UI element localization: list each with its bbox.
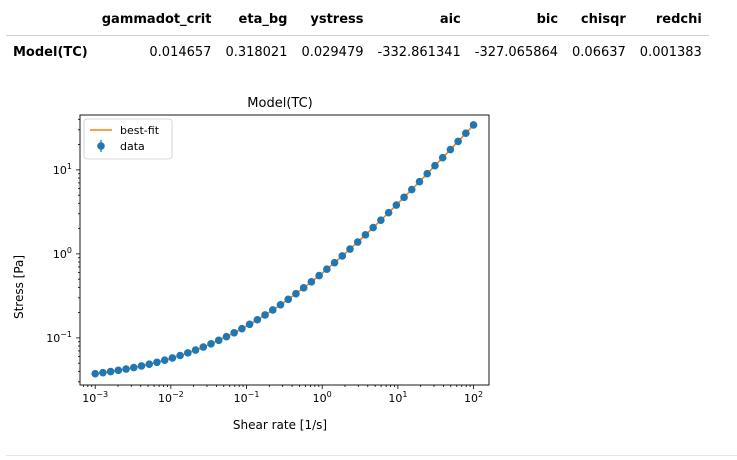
data-point bbox=[207, 339, 215, 348]
data-point bbox=[377, 216, 385, 224]
data-point bbox=[330, 258, 339, 267]
legend-label-best-fit: best-fit bbox=[120, 124, 160, 137]
data-point bbox=[299, 284, 308, 292]
data-point bbox=[361, 231, 370, 239]
data-point bbox=[145, 360, 154, 368]
data-point bbox=[222, 332, 231, 341]
data-point bbox=[122, 365, 130, 373]
row-label: Model(TC) bbox=[13, 45, 88, 60]
data-point bbox=[168, 354, 177, 362]
data-point bbox=[423, 169, 432, 178]
column-header-aic: aic bbox=[370, 8, 468, 36]
data-point bbox=[353, 238, 362, 246]
data-point bbox=[431, 161, 439, 170]
y-tick-label: 101 bbox=[53, 162, 72, 177]
data-point bbox=[454, 137, 462, 146]
data-point bbox=[292, 289, 300, 298]
data-point bbox=[214, 336, 223, 345]
data-point bbox=[184, 349, 192, 357]
data-point bbox=[106, 367, 115, 376]
data-point bbox=[369, 223, 377, 232]
data-point bbox=[338, 252, 347, 260]
table-cell: 0.318021 bbox=[225, 45, 288, 60]
data-point bbox=[253, 315, 262, 324]
data-point bbox=[199, 343, 208, 351]
data-point bbox=[137, 362, 146, 370]
data-point bbox=[230, 328, 238, 337]
column-header-bic: bic bbox=[467, 8, 566, 36]
y-tick-label: 100 bbox=[53, 246, 72, 261]
x-tick-label: 10−1 bbox=[234, 390, 260, 405]
data-point bbox=[268, 306, 277, 314]
data-point bbox=[446, 145, 455, 154]
x-tick-label: 101 bbox=[388, 390, 407, 405]
data-point bbox=[284, 295, 293, 304]
data-point bbox=[469, 121, 478, 129]
table-header-row: gammadot_crit eta_bg ystress aic bic chi… bbox=[6, 8, 709, 36]
column-header-gammadot-crit: gammadot_crit bbox=[94, 8, 219, 36]
y-axis-label: Stress [Pa] bbox=[12, 255, 26, 319]
plot-frame bbox=[79, 114, 490, 386]
legend-label-data: data bbox=[120, 140, 145, 153]
table-cell: 0.06637 bbox=[572, 45, 626, 60]
data-point bbox=[276, 300, 285, 309]
data-point bbox=[176, 351, 184, 360]
data-point bbox=[315, 271, 323, 280]
plot-area: 10−3 10−2 10−1 100 101 102 10−1 100 101 best-fit d… bbox=[46, 114, 490, 405]
table-cell: 0.029479 bbox=[301, 45, 364, 60]
data-point bbox=[91, 369, 99, 378]
table-cell: -327.065864 bbox=[474, 45, 559, 60]
data-point bbox=[346, 245, 354, 253]
column-header-redchi: redchi bbox=[632, 8, 709, 36]
table-cell: 0.001383 bbox=[639, 45, 702, 60]
chart: Model(TC) 10−3 10−2 10−1 100 101 10210−110010… bbox=[12, 96, 490, 432]
data-point bbox=[129, 363, 138, 372]
legend-swatch-data bbox=[97, 142, 105, 150]
data-point bbox=[400, 193, 408, 202]
data-point bbox=[99, 368, 107, 377]
data-point bbox=[415, 177, 424, 186]
data-point bbox=[407, 185, 416, 194]
column-header-chisqr: chisqr bbox=[565, 8, 633, 36]
column-header-eta-bg: eta_bg bbox=[218, 8, 295, 36]
table-cell: 0.014657 bbox=[149, 45, 212, 60]
data-point bbox=[462, 129, 470, 137]
data-point bbox=[323, 265, 331, 274]
chart-title: Model(TC) bbox=[247, 96, 312, 111]
index-column-header bbox=[6, 8, 95, 36]
data-point bbox=[307, 278, 316, 286]
data-point bbox=[392, 201, 401, 209]
table-row: Model(TC) 0.014657 0.318021 0.029479 -33… bbox=[6, 36, 709, 67]
x-tick-label: 10−3 bbox=[82, 390, 108, 405]
x-tick-label: 10−2 bbox=[158, 390, 184, 405]
x-tick-label: 102 bbox=[464, 390, 483, 405]
data-point bbox=[191, 346, 200, 354]
data-point bbox=[438, 153, 447, 162]
data-point bbox=[153, 358, 161, 367]
best-fit-line bbox=[95, 124, 475, 375]
results-table: gammadot_crit eta_bg ystress aic bic chi… bbox=[6, 8, 709, 66]
x-axis-label: Shear rate [1/s] bbox=[233, 418, 327, 432]
column-header-ystress: ystress bbox=[294, 8, 371, 36]
data-point bbox=[245, 320, 254, 329]
data-point bbox=[384, 208, 393, 217]
y-tick-label: 10−1 bbox=[46, 330, 72, 345]
table-cell: -332.861341 bbox=[377, 45, 461, 60]
data-point bbox=[114, 366, 123, 375]
x-tick-label: 100 bbox=[313, 390, 332, 405]
data-point bbox=[261, 311, 269, 319]
cell-divider bbox=[6, 455, 737, 456]
legend-box bbox=[83, 118, 173, 160]
data-point bbox=[160, 356, 169, 364]
data-point bbox=[238, 324, 246, 333]
